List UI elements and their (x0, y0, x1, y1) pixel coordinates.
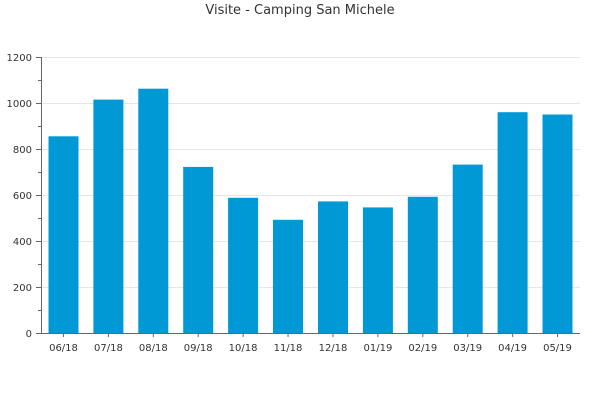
x-tick-label: 07/18 (94, 343, 123, 354)
bar (228, 197, 259, 333)
x-tick-label: 03/19 (453, 343, 482, 354)
bar (452, 164, 483, 333)
y-tick-label: 1000 (7, 99, 32, 110)
bar (362, 207, 393, 333)
y-tick-label: 800 (13, 145, 32, 156)
x-tick-label: 10/18 (229, 343, 258, 354)
bar (48, 136, 79, 333)
x-tick-label: 01/19 (363, 343, 392, 354)
x-tick-label: 06/18 (49, 343, 78, 354)
y-tick-label: 0 (26, 329, 32, 340)
x-tick-label: 11/18 (274, 343, 303, 354)
bar (542, 114, 573, 333)
y-tick-label: 400 (13, 237, 32, 248)
x-tick-label: 09/18 (184, 343, 213, 354)
x-tick-label: 08/18 (139, 343, 168, 354)
bar (273, 219, 303, 333)
bar (318, 201, 348, 333)
bar (497, 112, 528, 333)
y-tick-label: 1200 (7, 53, 32, 64)
chart-title: Visite - Camping San Michele (205, 3, 395, 18)
bar (138, 88, 169, 333)
x-tick-label: 04/19 (498, 343, 527, 354)
bar (93, 99, 124, 333)
y-tick-label: 600 (13, 191, 32, 202)
x-tick-label: 02/19 (408, 343, 437, 354)
bar (407, 196, 438, 333)
bar (183, 166, 214, 333)
x-tick-label: 05/19 (543, 343, 572, 354)
x-tick-label: 12/18 (319, 343, 348, 354)
y-tick-label: 200 (13, 283, 32, 294)
